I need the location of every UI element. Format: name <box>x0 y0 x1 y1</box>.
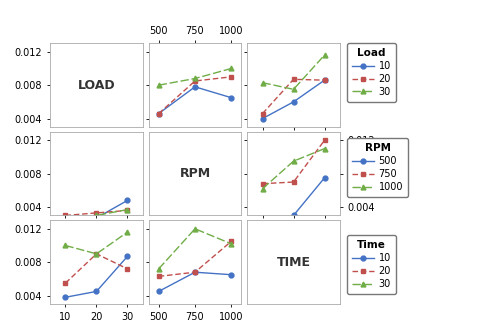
Legend: 500, 750, 1000: 500, 750, 1000 <box>348 139 408 197</box>
Legend: 10, 20, 30: 10, 20, 30 <box>348 235 396 294</box>
Text: TIME: TIME <box>276 256 310 269</box>
Legend: 10, 20, 30: 10, 20, 30 <box>348 43 396 102</box>
Text: LOAD: LOAD <box>78 79 116 92</box>
Text: RPM: RPM <box>180 167 210 180</box>
